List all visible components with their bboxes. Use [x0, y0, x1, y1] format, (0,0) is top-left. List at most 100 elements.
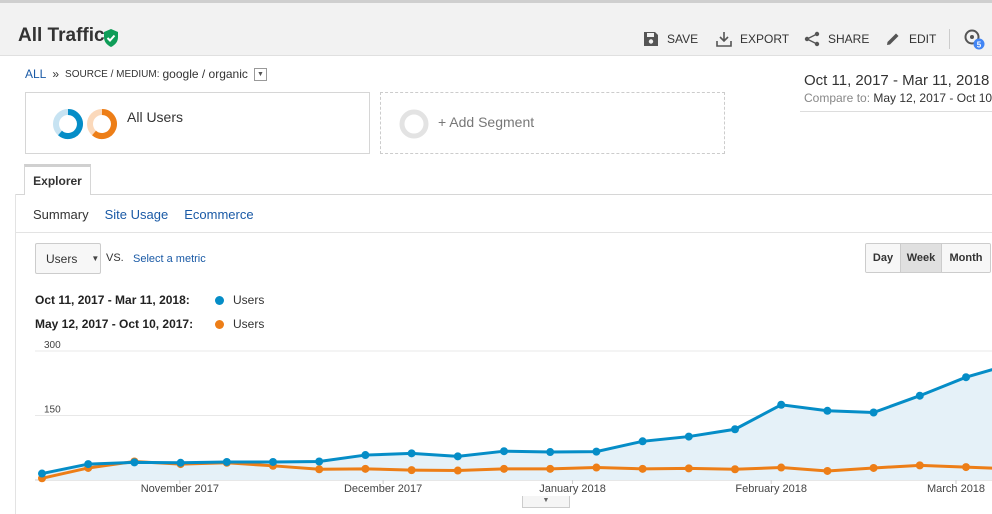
- metric-select-value: Users: [46, 251, 78, 266]
- breadcrumb: ALL » SOURCE / MEDIUM: google / organic …: [25, 67, 267, 81]
- tab-explorer[interactable]: Explorer: [24, 164, 91, 195]
- legend-primary-dot: [215, 295, 224, 305]
- primary-series-point: [592, 447, 601, 456]
- compare-series-point: [823, 466, 832, 475]
- period-week-button[interactable]: Week: [901, 244, 942, 272]
- compare-segment-donut-icon: [87, 109, 117, 139]
- save-label: SAVE: [667, 32, 699, 46]
- legend-primary-name: Users: [233, 293, 265, 307]
- primary-series-point: [731, 425, 739, 434]
- legend-compare-name: Users: [233, 317, 265, 331]
- breadcrumb-dropdown-button[interactable]: ▼: [253, 67, 267, 81]
- edit-label: EDIT: [909, 32, 937, 46]
- compare-series-point: [962, 463, 970, 472]
- subtab-site-usage[interactable]: Site Usage: [104, 207, 169, 222]
- primary-series-point: [546, 448, 555, 457]
- compare-value: May 12, 2017 - Oct 10, 2017: [873, 91, 992, 105]
- legend-compare: May 12, 2017 - Oct 10, 2017: Users: [35, 317, 264, 331]
- chart-resize-handle[interactable]: ▼: [522, 496, 570, 508]
- subtab-ecommerce[interactable]: Ecommerce: [184, 207, 254, 222]
- legend-compare-range: May 12, 2017 - Oct 10, 2017:: [35, 317, 194, 331]
- compare-label: Compare to:: [804, 91, 871, 105]
- legend-primary-range: Oct 11, 2017 - Mar 11, 2018:: [35, 293, 190, 307]
- primary-series-point: [777, 400, 786, 409]
- edit-button[interactable]: EDIT: [885, 29, 936, 49]
- primary-series-area: [42, 369, 992, 480]
- tab-divider: [15, 194, 992, 195]
- compare-series-point: [500, 464, 508, 473]
- period-month-button[interactable]: Month: [942, 244, 990, 272]
- breadcrumb-dimension-value: google / organic: [162, 67, 248, 81]
- vs-label: VS.: [106, 252, 124, 264]
- primary-series-point: [500, 447, 508, 456]
- segment-label: All Users: [127, 109, 184, 125]
- report-title: All Traffic: [18, 25, 105, 46]
- metric-select[interactable]: Users ▼: [35, 243, 101, 274]
- primary-series-point: [684, 432, 693, 441]
- x-tick-label: November 2017: [141, 483, 219, 495]
- date-range-compare: Compare to: May 12, 2017 - Oct 10, 2017: [804, 91, 992, 105]
- share-button[interactable]: SHARE: [804, 29, 869, 49]
- primary-series-point: [869, 408, 878, 417]
- export-button[interactable]: EXPORT: [716, 29, 789, 49]
- primary-series-point: [962, 373, 970, 382]
- primary-series-line: [41, 368, 992, 476]
- compare-series-point: [546, 464, 555, 473]
- save-button[interactable]: SAVE: [643, 29, 698, 49]
- select-metric-link[interactable]: Select a metric: [133, 253, 206, 265]
- x-tick-label: December 2017: [344, 483, 422, 495]
- subtabs: Summary Site Usage Ecommerce: [33, 207, 254, 222]
- compare-series-point: [638, 464, 647, 473]
- breadcrumb-separator: »: [52, 67, 60, 81]
- y-tick-label: 150: [44, 405, 61, 416]
- primary-series-point: [361, 451, 370, 460]
- period-toggle: Day Week Month: [865, 243, 991, 273]
- add-segment-button[interactable]: + Add Segment: [380, 92, 725, 154]
- x-tick-label: January 2018: [539, 483, 606, 495]
- primary-series-point: [638, 437, 647, 446]
- y-tick-label: 300: [44, 340, 61, 351]
- date-range-picker[interactable]: Oct 11, 2017 - Mar 11, 2018 Compare to: …: [800, 70, 992, 112]
- report-header: All Traffic SAVE EXPORT SHARE EDIT 5: [0, 0, 992, 56]
- insights-badge-count: 5: [977, 41, 982, 50]
- share-label: SHARE: [828, 32, 870, 46]
- period-day-button[interactable]: Day: [866, 244, 901, 272]
- segment-all-users[interactable]: All Users: [25, 92, 370, 154]
- breadcrumb-all-link[interactable]: ALL: [25, 67, 47, 81]
- primary-series-point: [453, 452, 462, 461]
- verified-shield-icon: [104, 29, 118, 47]
- date-range-main: Oct 11, 2017 - Mar 11, 2018: [804, 72, 990, 89]
- insights-button[interactable]: 5: [963, 29, 985, 50]
- compare-series-point: [777, 463, 786, 472]
- x-tick-label: February 2018: [735, 483, 807, 495]
- insights-icon: 5: [964, 29, 985, 50]
- primary-series-point: [315, 457, 324, 466]
- subtab-summary[interactable]: Summary: [33, 207, 89, 222]
- save-icon: [644, 32, 658, 46]
- compare-series-point: [915, 461, 924, 470]
- users-line-chart: 150 300 November 2017 December 2017 January …: [35, 340, 992, 495]
- segment-donut-icon: [53, 109, 83, 139]
- primary-series-point: [176, 458, 185, 467]
- primary-series-point: [915, 391, 924, 400]
- primary-series-point: [38, 469, 46, 478]
- chevron-down-icon: ▼: [91, 254, 100, 263]
- primary-series-point: [269, 457, 277, 466]
- x-tick-label: March 2018: [927, 483, 985, 495]
- share-icon: [804, 31, 820, 47]
- breadcrumb-dimension-label: SOURCE / MEDIUM:: [65, 68, 160, 80]
- compare-series-point: [315, 465, 324, 474]
- export-icon: [716, 32, 732, 47]
- panel-border: [15, 194, 16, 514]
- compare-series-point: [684, 464, 693, 473]
- primary-series-point: [84, 460, 93, 469]
- legend-primary: Oct 11, 2017 - Mar 11, 2018: Users: [35, 293, 264, 307]
- export-label: EXPORT: [740, 32, 790, 46]
- primary-series-point: [222, 457, 231, 466]
- add-segment-label: + Add Segment: [438, 114, 535, 130]
- compare-series-point: [869, 463, 878, 472]
- subtab-divider: [15, 232, 992, 233]
- compare-series-point: [592, 463, 601, 472]
- compare-series-point: [407, 466, 416, 475]
- toolbar-divider: [949, 29, 950, 49]
